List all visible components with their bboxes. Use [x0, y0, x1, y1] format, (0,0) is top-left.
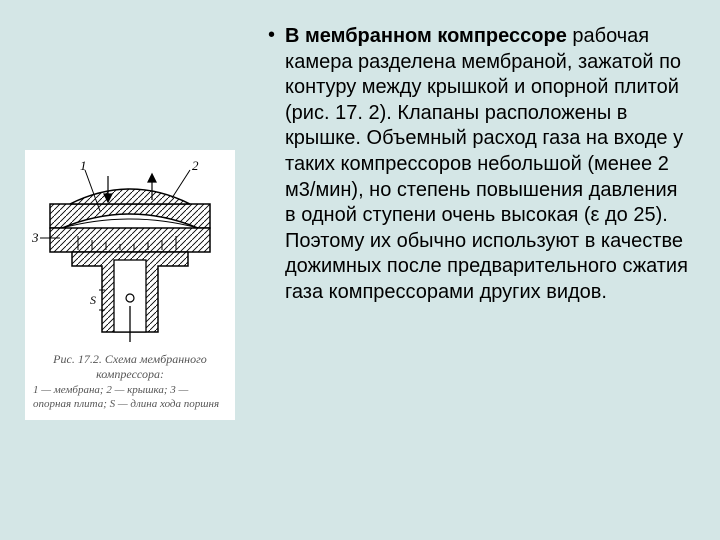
figure-box: S 1 2 3 Рис. [25, 150, 235, 420]
bullet-marker: • [268, 24, 275, 46]
paragraph-rest: рабочая камера разделена мембраной, зажа… [285, 25, 688, 303]
bullet-item: • В мембранном компрессоре рабочая камер… [268, 24, 690, 306]
compressor-diagram: S 1 2 3 [30, 156, 230, 346]
figure-caption-legend: 1 — мембрана; 2 — крышка; 3 — опорная пл… [29, 384, 231, 412]
label-S: S [90, 293, 96, 307]
figure-caption-title: Рис. 17.2. Схема мембранного компрессора… [29, 352, 231, 382]
label-1: 1 [80, 158, 87, 173]
paragraph-text: В мембранном компрессоре рабочая камера … [285, 24, 690, 306]
slide-container: S 1 2 3 Рис. [0, 0, 720, 540]
text-panel: • В мембранном компрессоре рабочая камер… [240, 20, 690, 520]
figure-panel: S 1 2 3 Рис. [20, 20, 240, 520]
label-3: 3 [31, 230, 39, 245]
paragraph-lead: В мембранном компрессоре [285, 25, 567, 47]
label-2: 2 [192, 158, 199, 173]
